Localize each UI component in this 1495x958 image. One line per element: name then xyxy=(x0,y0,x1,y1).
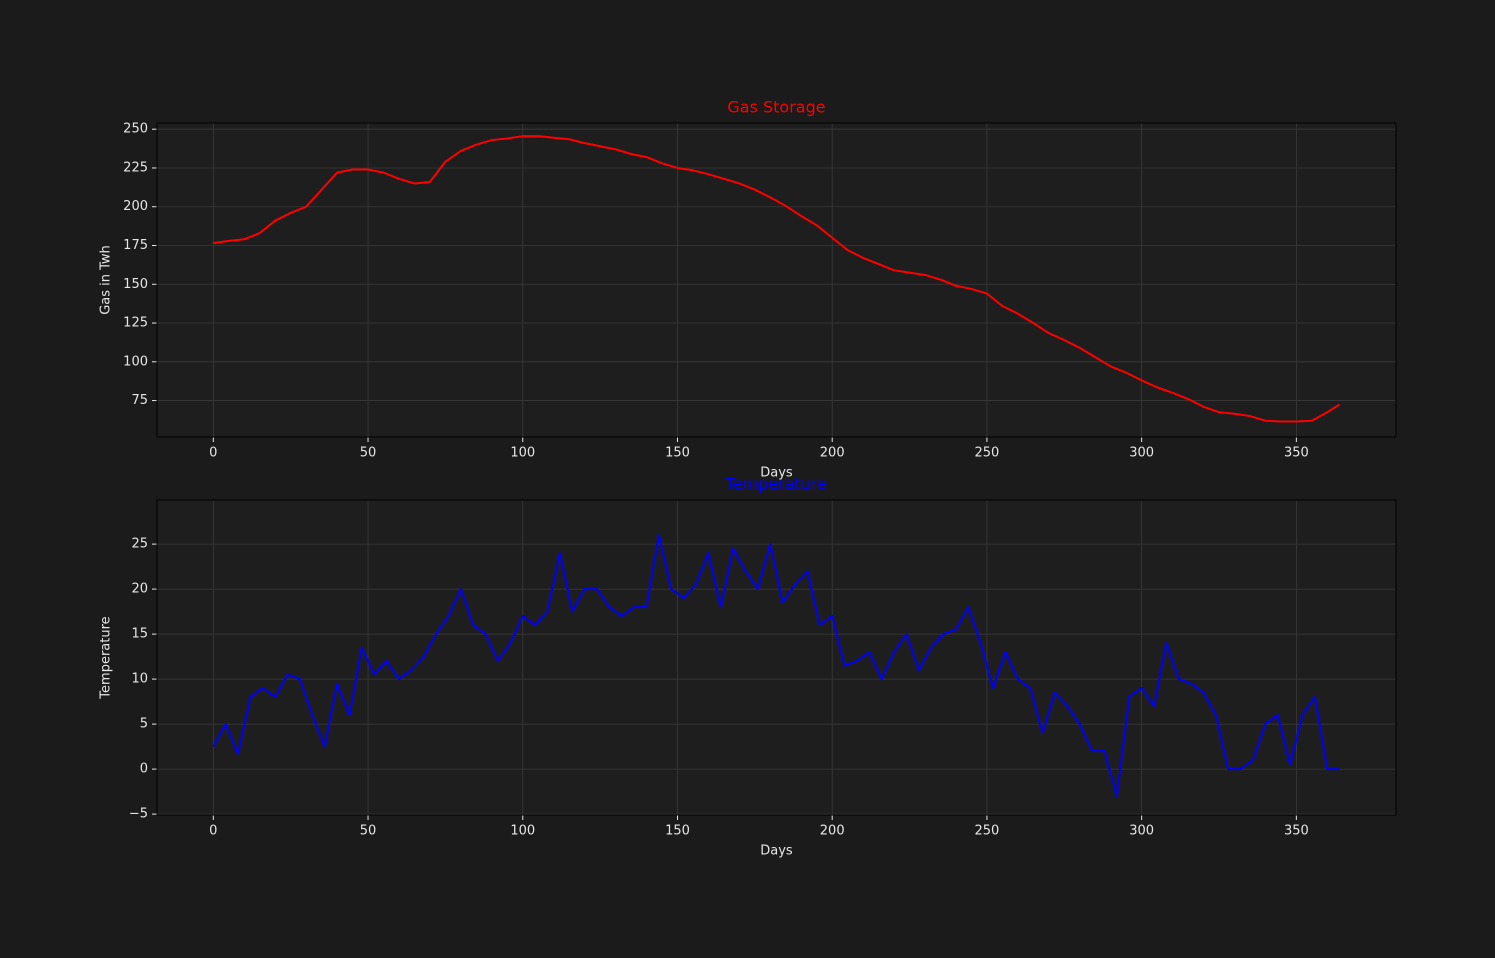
y-tick-label: 0 xyxy=(140,762,148,777)
y-tick-label: 75 xyxy=(131,393,148,408)
x-tick-label: 100 xyxy=(510,824,535,839)
y-tick-label: 5 xyxy=(140,717,148,732)
plot-area xyxy=(157,500,1396,815)
plot-area xyxy=(157,123,1396,437)
chart-title: Temperature xyxy=(725,475,827,494)
x-tick-label: 50 xyxy=(360,446,377,461)
y-tick-label: 15 xyxy=(131,627,148,642)
plot-frame xyxy=(156,499,1397,816)
x-tick-label: 0 xyxy=(209,446,217,461)
data-line xyxy=(212,534,1340,798)
x-tick-label: 0 xyxy=(209,824,217,839)
x-tick-label: 250 xyxy=(975,446,1000,461)
y-tick-label: 100 xyxy=(123,354,148,369)
x-tick-label: 350 xyxy=(1284,446,1309,461)
y-tick-label: 150 xyxy=(123,277,148,292)
x-tick-label: 150 xyxy=(665,824,690,839)
x-tick-label: 200 xyxy=(820,446,845,461)
y-tick-label: 175 xyxy=(123,238,148,253)
data-line xyxy=(213,135,1341,423)
x-tick-label: 350 xyxy=(1284,824,1309,839)
x-tick-label: 300 xyxy=(1129,824,1154,839)
x-tick-label: 100 xyxy=(510,446,535,461)
y-tick-label: 25 xyxy=(131,537,148,552)
x-tick-label: 150 xyxy=(665,446,690,461)
y-tick-label: 250 xyxy=(123,122,148,137)
y-axis-label: Gas in Twh xyxy=(99,245,114,315)
y-axis-label: Temperature xyxy=(99,616,114,699)
x-tick-label: 50 xyxy=(360,824,377,839)
x-axis-label: Days xyxy=(760,844,793,859)
y-tick-label: 10 xyxy=(131,672,148,687)
y-tick-label: 20 xyxy=(131,582,148,597)
plot-frame xyxy=(156,122,1397,438)
y-tick-label: 125 xyxy=(123,316,148,331)
y-tick-label: −5 xyxy=(129,807,148,822)
x-tick-label: 300 xyxy=(1129,446,1154,461)
y-tick-label: 225 xyxy=(123,160,148,175)
x-axis-label: Days xyxy=(760,466,793,481)
x-tick-label: 250 xyxy=(975,824,1000,839)
y-tick-label: 200 xyxy=(123,199,148,214)
x-tick-label: 200 xyxy=(820,824,845,839)
chart-title: Gas Storage xyxy=(727,98,825,117)
